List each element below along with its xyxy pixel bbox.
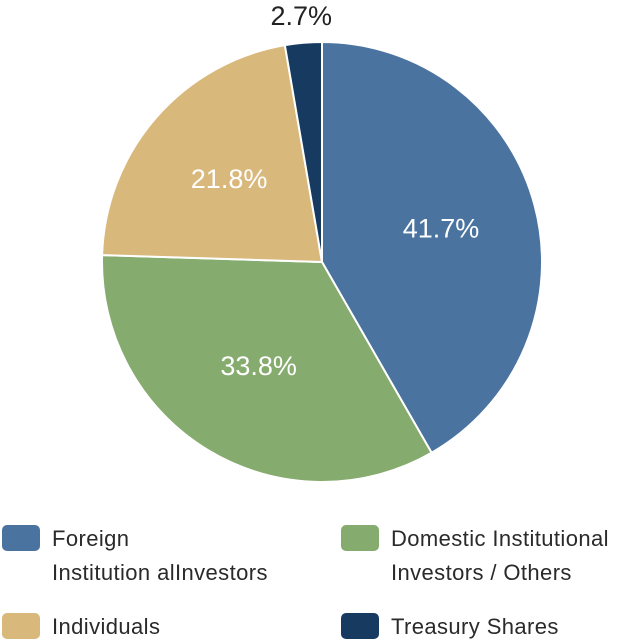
pie-slice-foreign-institutional-investors [321,40,543,455]
legend-item-domestic-institutional-investors: Domestic Institutional Investors / Other… [341,522,609,590]
pie-chart: 41.7% 33.8% 21.8% 2.7% [101,1,543,483]
pie-data-labels: 41.7% 33.8% 21.8% 2.7% [191,1,480,381]
chart-legend: Foreign Institution alInvestors Domestic… [0,522,644,644]
pie-slices [101,40,543,483]
legend-item-treasury-shares: Treasury Shares [341,610,559,644]
legend-label-treasury-shares: Treasury Shares [391,614,559,639]
legend-swatch-foreign-institutional-investors [2,525,40,551]
legend-label-foreign-institutional-investors: Foreign Institution alInvestors [52,526,268,585]
legend-swatch-treasury-shares [341,613,379,639]
data-label-treasury-shares: 2.7% [270,1,332,31]
pie-slice-individuals [101,44,324,264]
legend-item-foreign-institutional-investors: Foreign Institution alInvestors [2,522,268,590]
legend-swatch-domestic-institutional-investors [341,525,379,551]
data-label-foreign-institutional-investors: 41.7% [403,213,480,243]
legend-label-individuals: Individuals [52,614,161,639]
data-label-individuals: 21.8% [191,164,268,194]
legend-item-individuals: Individuals [2,610,160,644]
legend-swatch-individuals [2,613,40,639]
pie-slice-treasury-shares [283,40,323,263]
legend-label-domestic-institutional-investors: Domestic Institutional Investors / Other… [391,526,609,585]
data-label-domestic-institutional-investors: 33.8% [220,351,297,381]
pie-slice-domestic-institutional-investors [101,254,433,483]
